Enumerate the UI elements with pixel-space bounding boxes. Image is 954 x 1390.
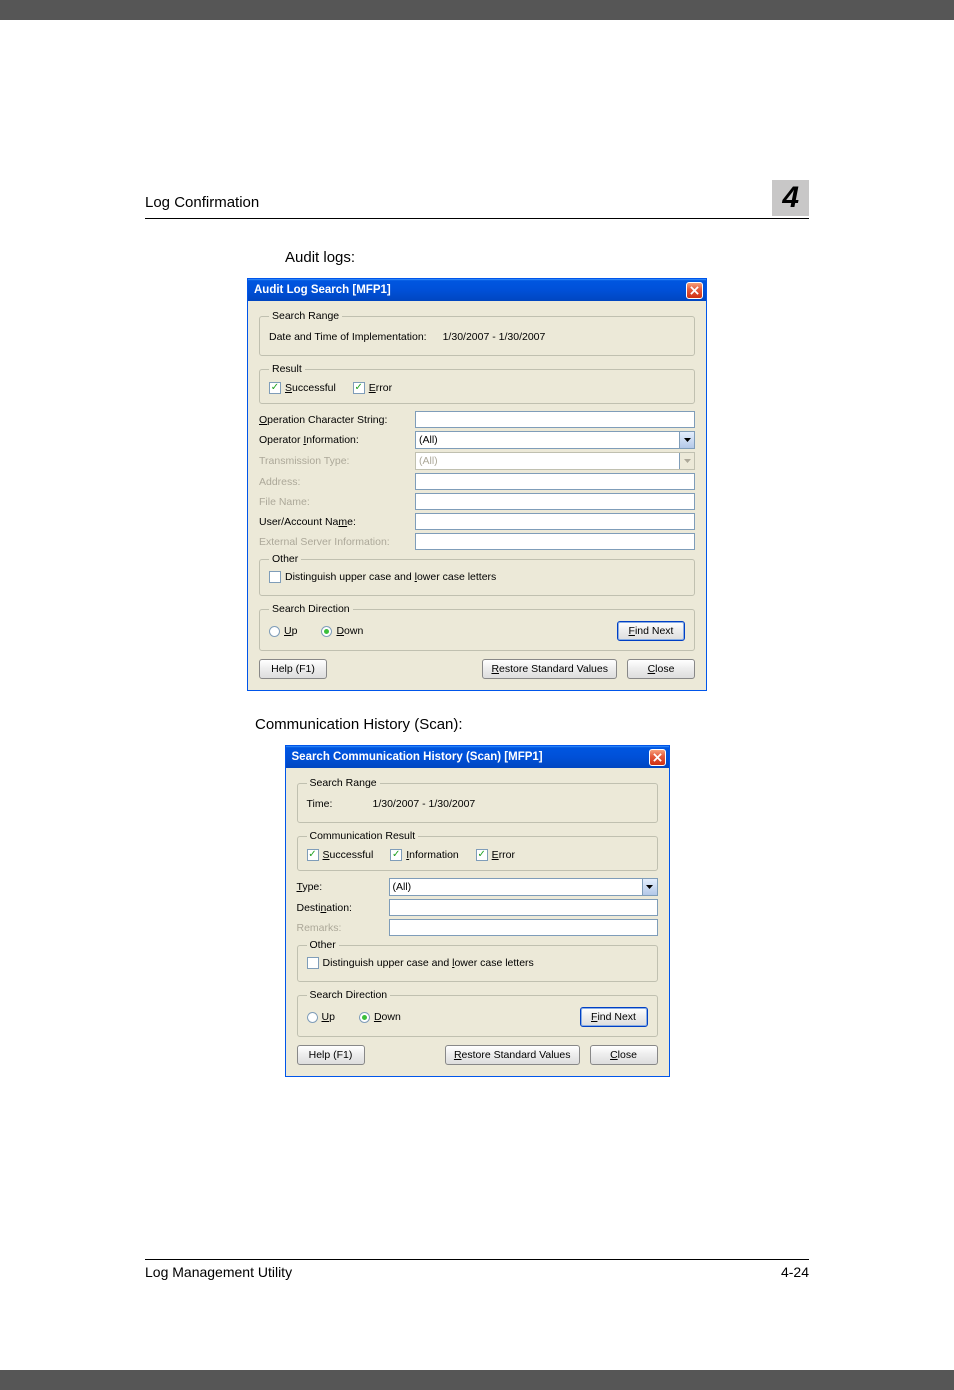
page-title: Log Confirmation [145, 194, 259, 211]
footer-right: 4-24 [781, 1264, 809, 1280]
successful-checkbox[interactable]: ✓ Successful [269, 382, 336, 394]
user-account-label: User/Account Name: [259, 516, 409, 528]
address-label: Address: [259, 476, 409, 488]
other-legend: Other [269, 553, 301, 565]
search-direction-legend: Search Direction [307, 989, 391, 1001]
close-icon[interactable] [686, 282, 703, 299]
operator-info-value: (All) [419, 434, 438, 446]
find-next-button[interactable]: Find Next [580, 1007, 648, 1027]
filename-label: File Name: [259, 496, 409, 508]
close-icon[interactable] [649, 749, 666, 766]
filename-input [415, 493, 695, 510]
other-legend: Other [307, 939, 339, 951]
search-direction-group: Search Direction Up Down Find Next [297, 989, 658, 1037]
information-checkbox[interactable]: ✓ Information [390, 849, 459, 861]
ext-server-input [415, 533, 695, 550]
remarks-label: Remarks: [297, 922, 383, 934]
up-radio[interactable]: Up [307, 1011, 335, 1023]
remarks-input [389, 919, 658, 936]
distinguish-case-checkbox[interactable]: Distinguish upper case and lower case le… [307, 957, 534, 969]
transmission-type-select: (All) [415, 452, 695, 470]
scan-history-search-dialog: Search Communication History (Scan) [MFP… [285, 745, 670, 1077]
find-next-button[interactable]: Find Next [617, 621, 685, 641]
time-value: 1/30/2007 - 1/30/2007 [373, 798, 476, 810]
restore-standard-values-button[interactable]: Restore Standard Values [445, 1045, 580, 1065]
destination-label: Destination: [297, 902, 383, 914]
operator-info-label: Operator Information: [259, 434, 409, 446]
type-label: Type: [297, 881, 383, 893]
comm-result-group: Communication Result ✓ Successful ✓ Info… [297, 830, 658, 871]
destination-input[interactable] [389, 899, 658, 916]
down-radio[interactable]: Down [321, 625, 363, 637]
date-label: Date and Time of Implementation: [269, 331, 427, 343]
chevron-down-icon [679, 453, 694, 469]
operator-info-select[interactable]: (All) [415, 431, 695, 449]
search-range-legend: Search Range [307, 777, 380, 789]
result-group: Result ✓ Successful ✓ Error [259, 363, 695, 404]
chevron-down-icon [679, 432, 694, 448]
search-direction-group: Search Direction Up Down Find Next [259, 603, 695, 651]
help-button[interactable]: Help (F1) [297, 1045, 365, 1065]
dialog-title: Search Communication History (Scan) [MFP… [292, 751, 649, 763]
restore-standard-values-button[interactable]: Restore Standard Values [482, 659, 617, 679]
error-checkbox[interactable]: ✓ Error [353, 382, 392, 394]
ext-server-label: External Server Information: [259, 536, 409, 548]
user-account-input[interactable] [415, 513, 695, 530]
date-value: 1/30/2007 - 1/30/2007 [443, 331, 546, 343]
address-input [415, 473, 695, 490]
type-value: (All) [393, 881, 412, 893]
search-range-group: Search Range Date and Time of Implementa… [259, 310, 695, 356]
chapter-number: 4 [782, 181, 799, 214]
close-button[interactable]: Close [590, 1045, 658, 1065]
distinguish-case-checkbox[interactable]: Distinguish upper case and lower case le… [269, 571, 496, 583]
help-button[interactable]: Help (F1) [259, 659, 327, 679]
dialog-title: Audit Log Search [MFP1] [254, 284, 686, 296]
close-button[interactable]: Close [627, 659, 695, 679]
down-radio[interactable]: Down [359, 1011, 401, 1023]
time-label: Time: [307, 798, 367, 810]
search-direction-legend: Search Direction [269, 603, 353, 615]
error-checkbox[interactable]: ✓ Error [476, 849, 515, 861]
successful-checkbox[interactable]: ✓ Successful [307, 849, 374, 861]
transmission-type-label: Transmission Type: [259, 455, 409, 467]
up-radio[interactable]: Up [269, 625, 297, 637]
chapter-badge: 4 [772, 180, 809, 216]
footer-left: Log Management Utility [145, 1264, 292, 1280]
chevron-down-icon [642, 879, 657, 895]
other-group: Other Distinguish upper case and lower c… [259, 553, 695, 596]
search-range-group: Search Range Time: 1/30/2007 - 1/30/2007 [297, 777, 658, 823]
op-char-string-input[interactable] [415, 411, 695, 428]
transmission-type-value: (All) [419, 455, 438, 467]
search-range-legend: Search Range [269, 310, 342, 322]
section-scan-label: Communication History (Scan): [255, 716, 809, 733]
type-select[interactable]: (All) [389, 878, 658, 896]
section-audit-label: Audit logs: [285, 249, 809, 266]
result-legend: Result [269, 363, 305, 375]
audit-log-search-dialog: Audit Log Search [MFP1] Search Range Dat… [247, 278, 707, 691]
op-char-string-label: Operation Character String: [259, 414, 409, 426]
other-group: Other Distinguish upper case and lower c… [297, 939, 658, 982]
comm-result-legend: Communication Result [307, 830, 419, 842]
